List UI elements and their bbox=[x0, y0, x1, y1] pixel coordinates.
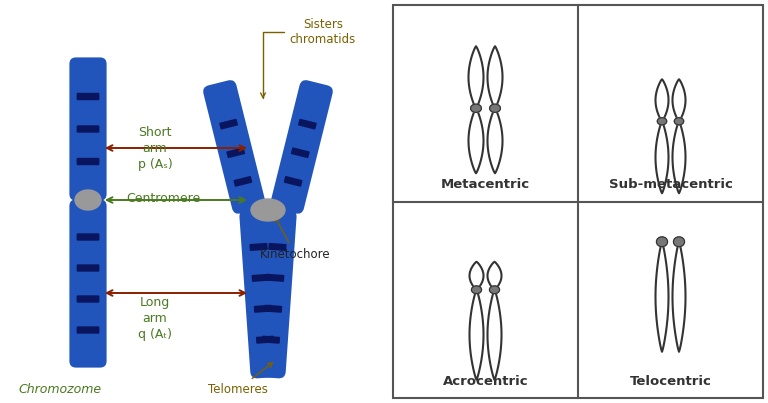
FancyBboxPatch shape bbox=[252, 208, 296, 378]
FancyBboxPatch shape bbox=[227, 147, 245, 158]
Ellipse shape bbox=[75, 190, 101, 210]
FancyBboxPatch shape bbox=[266, 274, 284, 282]
FancyBboxPatch shape bbox=[233, 176, 252, 187]
Text: Chromozome: Chromozome bbox=[18, 383, 101, 396]
Text: Sub-metacentric: Sub-metacentric bbox=[608, 179, 733, 191]
Ellipse shape bbox=[251, 199, 285, 221]
FancyBboxPatch shape bbox=[77, 326, 99, 334]
FancyBboxPatch shape bbox=[77, 158, 99, 165]
Text: Centromere: Centromere bbox=[126, 193, 200, 206]
Text: Metacentric: Metacentric bbox=[441, 179, 530, 191]
Ellipse shape bbox=[489, 286, 499, 294]
Ellipse shape bbox=[490, 104, 501, 112]
FancyBboxPatch shape bbox=[264, 305, 283, 313]
Ellipse shape bbox=[471, 104, 482, 112]
Text: Telocentric: Telocentric bbox=[630, 375, 711, 388]
FancyBboxPatch shape bbox=[268, 243, 286, 251]
FancyBboxPatch shape bbox=[77, 264, 99, 272]
Text: Acrocentric: Acrocentric bbox=[442, 375, 528, 388]
FancyBboxPatch shape bbox=[69, 57, 107, 201]
FancyBboxPatch shape bbox=[270, 80, 333, 214]
Ellipse shape bbox=[472, 286, 482, 294]
Text: Kinetochore: Kinetochore bbox=[260, 217, 331, 261]
FancyBboxPatch shape bbox=[77, 93, 99, 100]
FancyBboxPatch shape bbox=[204, 80, 266, 214]
Ellipse shape bbox=[657, 118, 667, 125]
FancyBboxPatch shape bbox=[240, 208, 284, 378]
FancyBboxPatch shape bbox=[291, 147, 310, 158]
FancyBboxPatch shape bbox=[298, 119, 316, 129]
FancyBboxPatch shape bbox=[69, 199, 107, 368]
FancyBboxPatch shape bbox=[256, 336, 274, 344]
Text: Short
arm
p (Aₛ): Short arm p (Aₛ) bbox=[137, 126, 172, 171]
Ellipse shape bbox=[674, 237, 684, 247]
FancyBboxPatch shape bbox=[77, 233, 99, 241]
Bar bbox=[393, 5, 763, 398]
FancyBboxPatch shape bbox=[252, 274, 270, 282]
FancyBboxPatch shape bbox=[77, 295, 99, 303]
Text: Long
arm
q (Aₜ): Long arm q (Aₜ) bbox=[138, 296, 172, 341]
FancyBboxPatch shape bbox=[253, 305, 272, 313]
Text: Telomeres: Telomeres bbox=[208, 363, 273, 396]
FancyBboxPatch shape bbox=[77, 125, 99, 133]
FancyBboxPatch shape bbox=[250, 243, 268, 251]
FancyBboxPatch shape bbox=[219, 119, 238, 129]
Text: Sisters
chromatids: Sisters chromatids bbox=[260, 18, 356, 98]
FancyBboxPatch shape bbox=[262, 336, 280, 344]
FancyBboxPatch shape bbox=[283, 176, 303, 187]
Ellipse shape bbox=[657, 237, 667, 247]
Ellipse shape bbox=[674, 118, 684, 125]
